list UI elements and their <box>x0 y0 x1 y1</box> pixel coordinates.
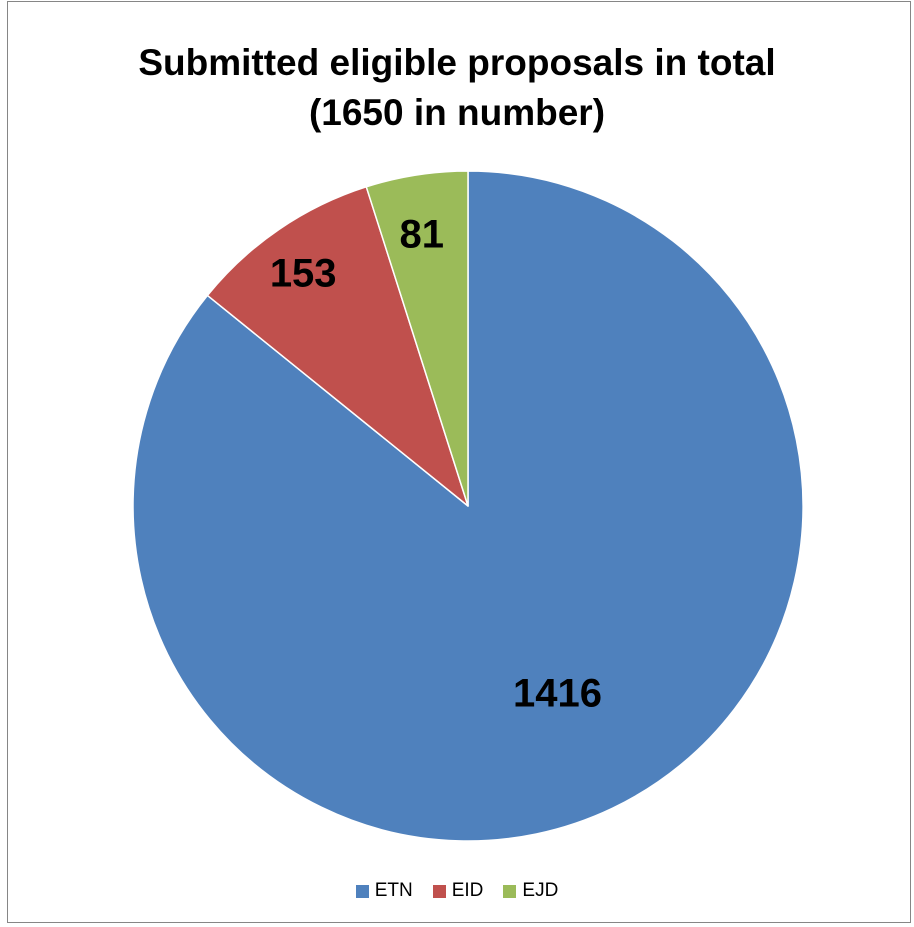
legend-label-etn: ETN <box>374 880 413 901</box>
legend-swatch-ejd <box>503 884 517 898</box>
pie-slices <box>132 170 804 842</box>
chart-title: Submitted eligible proposals in total (1… <box>0 38 914 138</box>
legend: ETN EID EJD <box>0 880 914 902</box>
legend-label-eid: EID <box>451 880 484 901</box>
legend-swatch-eid <box>432 884 446 898</box>
data-label-eid: 153 <box>270 252 337 296</box>
chart-title-line-2: (1650 in number) <box>308 92 606 133</box>
legend-item-ejd: EJD <box>503 880 558 902</box>
pie-slice-ejd <box>365 170 469 507</box>
legend-item-eid: EID <box>432 880 484 902</box>
pie-slice-etn <box>132 170 804 842</box>
legend-label-ejd: EJD <box>522 880 559 901</box>
chart-title-line-1: Submitted eligible proposals in total <box>138 42 776 83</box>
legend-swatch-etn <box>355 884 369 898</box>
pie-slice-eid <box>206 186 469 507</box>
legend-item-etn: ETN <box>355 880 413 902</box>
data-label-ejd: 81 <box>400 213 445 257</box>
data-label-etn: 1416 <box>513 671 602 715</box>
pie-data-labels: 1416 153 81 <box>270 213 602 716</box>
